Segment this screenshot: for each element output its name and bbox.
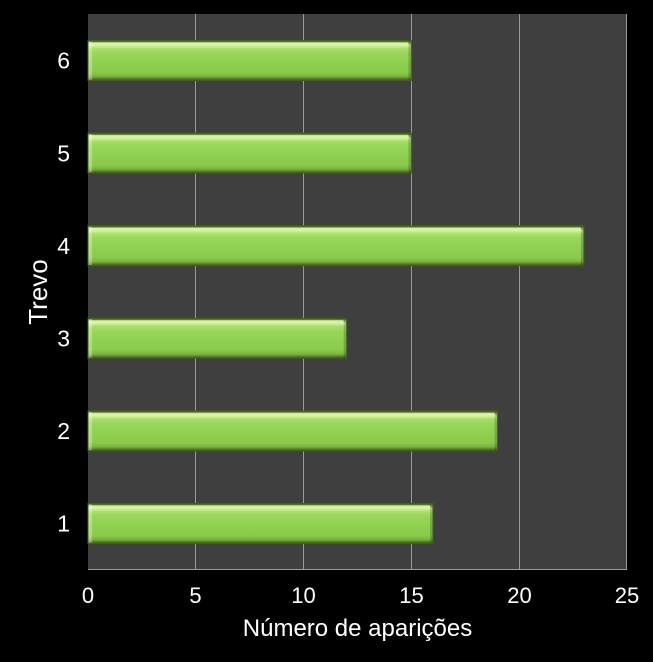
svg-text:5: 5: [57, 140, 70, 166]
svg-text:Trevo: Trevo: [23, 259, 53, 325]
svg-text:Número de aparições: Número de aparições: [243, 615, 472, 642]
svg-text:20: 20: [507, 583, 531, 608]
svg-text:1: 1: [57, 511, 70, 537]
svg-text:15: 15: [399, 583, 423, 608]
svg-text:0: 0: [82, 583, 94, 608]
svg-text:25: 25: [615, 583, 639, 608]
svg-text:5: 5: [189, 583, 201, 608]
svg-text:3: 3: [57, 326, 70, 352]
svg-text:10: 10: [291, 583, 315, 608]
svg-text:4: 4: [57, 233, 70, 259]
svg-text:6: 6: [57, 48, 70, 74]
svg-text:2: 2: [57, 418, 70, 444]
